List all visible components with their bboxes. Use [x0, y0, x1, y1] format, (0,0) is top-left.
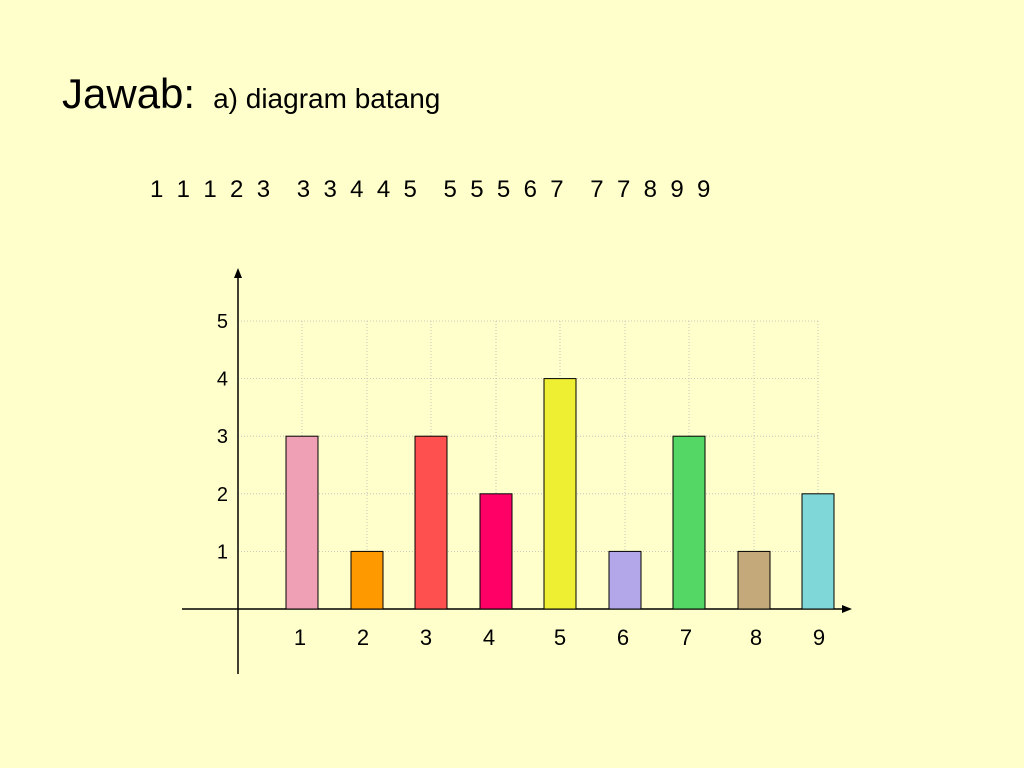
axes-layer: [182, 268, 852, 674]
data-group-1: 1 1 1 2 3: [150, 176, 271, 203]
data-group-4: 7 7 8 9 9: [590, 176, 711, 203]
x-tick-label-3: 3: [420, 625, 432, 650]
data-group-2: 3 3 4 4 5: [296, 176, 417, 203]
x-axis-arrow-icon: [842, 605, 852, 613]
y-tick-label-1: 1: [217, 541, 228, 563]
bar-1: [285, 435, 319, 610]
y-tick-label-3: 3: [217, 426, 228, 448]
x-tick-label-2: 2: [357, 625, 369, 650]
bar-2: [350, 550, 384, 610]
title-subtitle: a) diagram batang: [213, 83, 441, 114]
x-tick-label-1: 1: [294, 625, 306, 650]
title-main: Jawab:: [62, 70, 196, 117]
bar-9: [801, 493, 835, 610]
labels-layer: 1 2 3 4 5 1 2 3 4 5 6 7 8 9: [217, 311, 825, 650]
y-tick-label-4: 4: [217, 369, 228, 391]
raw-data-list: 1 1 1 2 3 3 3 4 4 5 5 5 5 6 7 7 7 8 9 9: [150, 176, 710, 204]
bar-6: [608, 550, 642, 610]
bar-4: [479, 493, 513, 610]
x-tick-label-6: 6: [617, 625, 629, 650]
x-tick-label-8: 8: [750, 625, 762, 650]
y-tick-label-5: 5: [217, 311, 228, 333]
y-axis-arrow-icon: [234, 268, 242, 278]
slide-title: Jawab: a) diagram batang: [62, 70, 440, 118]
y-tick-label-2: 2: [217, 484, 228, 506]
bar-3: [414, 435, 448, 610]
grid-layer: [238, 320, 819, 609]
data-group-3: 5 5 5 6 7: [443, 176, 564, 203]
bar-8: [737, 550, 771, 610]
x-tick-label-5: 5: [554, 625, 566, 650]
bar-7: [672, 435, 706, 610]
bars-layer: [285, 378, 835, 610]
x-tick-label-4: 4: [483, 625, 495, 650]
bar-5: [543, 378, 577, 610]
x-tick-label-7: 7: [680, 625, 692, 650]
x-tick-label-9: 9: [813, 625, 825, 650]
